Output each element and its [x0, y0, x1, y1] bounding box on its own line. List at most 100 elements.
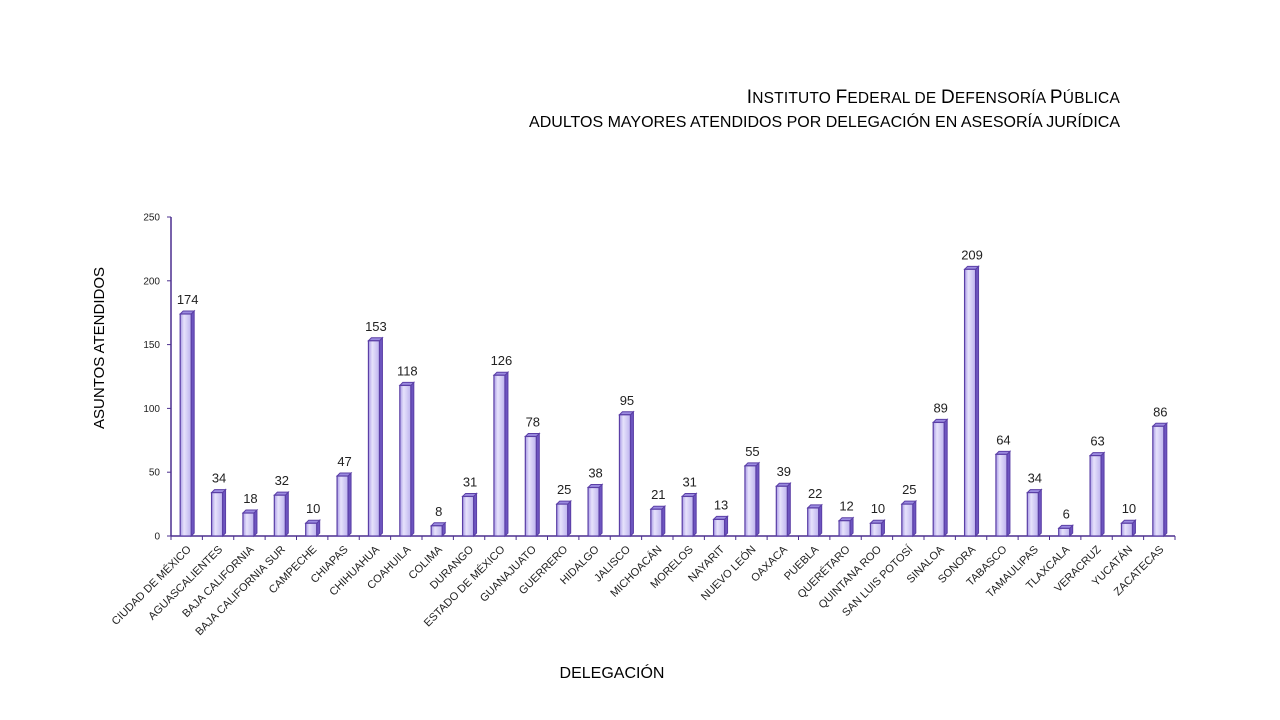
- bar-front: [273, 494, 286, 537]
- bar-front: [179, 313, 192, 537]
- bar-value-label: 95: [620, 393, 634, 408]
- bar: [649, 504, 667, 538]
- bar: [806, 503, 823, 538]
- bar-value-label: 25: [557, 482, 571, 497]
- chart-titles: INSTITUTO FEDERAL DE DEFENSORÍA PÚBLICA …: [529, 86, 1120, 135]
- x-axis-label: DELEGACIÓN: [560, 663, 665, 682]
- bar: [429, 521, 447, 538]
- bar-value-label: 32: [275, 473, 289, 488]
- y-tick-label: 250: [143, 213, 160, 224]
- bar: [1151, 422, 1169, 538]
- bar-value-label: 126: [491, 353, 513, 368]
- bar: [241, 508, 259, 538]
- bar-value-label: 34: [212, 471, 226, 486]
- y-tick-label: 0: [154, 532, 160, 543]
- title-cap-2: F: [835, 87, 848, 108]
- bar-value-label: 22: [808, 486, 822, 501]
- bar-value-label: 153: [365, 319, 387, 334]
- bar: [304, 519, 321, 538]
- bar-value-label: 12: [839, 499, 853, 514]
- bar: [398, 381, 416, 538]
- bar-value-label: 78: [526, 414, 540, 429]
- bar-front: [524, 435, 537, 537]
- bar: [837, 516, 855, 538]
- bar-front: [869, 522, 883, 537]
- bar: [492, 371, 510, 538]
- title-cap-1: I: [746, 87, 753, 108]
- bar-value-label: 63: [1090, 434, 1104, 449]
- bar-front: [681, 495, 694, 537]
- bar-value-label: 39: [777, 464, 791, 479]
- bar: [273, 490, 290, 538]
- bar-front: [367, 340, 381, 537]
- bar-value-label: 6: [1063, 506, 1070, 521]
- bar-front: [1089, 455, 1102, 537]
- bar-front: [650, 508, 663, 537]
- bar-front: [838, 520, 851, 537]
- bar-value-label: 34: [1028, 471, 1042, 486]
- chart-title: INSTITUTO FEDERAL DE DEFENSORÍA PÚBLICA: [529, 86, 1120, 111]
- title-cap-3: D: [940, 87, 955, 108]
- chart-bars: [178, 265, 1169, 538]
- bar: [367, 336, 384, 538]
- bar: [335, 471, 353, 538]
- bar: [210, 488, 227, 538]
- bar: [900, 499, 918, 538]
- bar-value-label: 25: [902, 482, 916, 497]
- title-cap-4: P: [1049, 87, 1063, 108]
- bar-front: [712, 518, 726, 537]
- bar-front: [430, 525, 443, 537]
- bar: [931, 418, 949, 538]
- y-tick-label: 50: [149, 468, 161, 479]
- bar: [1057, 524, 1074, 538]
- bar: [461, 492, 478, 538]
- bar: [775, 482, 792, 538]
- bar-front: [963, 268, 977, 537]
- bar-value-label: 47: [337, 454, 351, 469]
- bar-front: [807, 507, 820, 537]
- bar: [555, 499, 572, 538]
- title-part-1: NSTITUTO: [752, 90, 836, 107]
- bar: [1120, 519, 1137, 538]
- bar-front: [1026, 492, 1039, 537]
- bar-front: [305, 522, 318, 537]
- bar-value-label: 18: [243, 491, 257, 506]
- bar-value-label: 31: [682, 474, 696, 489]
- bar: [1026, 488, 1043, 538]
- x-tick-label: QUERÉTARO: [795, 543, 853, 601]
- bar-front: [399, 384, 412, 537]
- x-tick-label: GUANAJUATO: [478, 543, 539, 604]
- chart-value-labels: 1743418321047153118831126782538952131135…: [177, 247, 1168, 521]
- bar-front: [587, 486, 600, 537]
- bar-value-label: 118: [397, 363, 418, 378]
- bar-front: [242, 512, 255, 537]
- y-tick-label: 150: [143, 340, 160, 351]
- title-part-2: EDERAL DE: [847, 90, 941, 107]
- y-axis-label: ASUNTOS ATENDIDOS: [91, 267, 108, 429]
- bar: [743, 461, 761, 538]
- title-part-4: ÚBLICA: [1062, 90, 1120, 107]
- bar-value-label: 8: [435, 504, 442, 519]
- y-tick-label: 100: [143, 404, 160, 415]
- bar-value-label: 86: [1153, 404, 1167, 419]
- bar-front: [336, 475, 349, 537]
- bar-front: [932, 421, 945, 537]
- bar-value-label: 10: [306, 501, 320, 516]
- bar-front: [1058, 527, 1071, 537]
- bar-value-label: 31: [463, 474, 477, 489]
- bar: [178, 309, 196, 538]
- bar-front: [1152, 425, 1165, 537]
- bar: [1088, 451, 1106, 538]
- bar-value-label: 10: [871, 501, 885, 516]
- y-tick-label: 200: [143, 276, 160, 287]
- bar-value-label: 174: [177, 292, 199, 307]
- bar: [680, 492, 698, 538]
- bar: [869, 519, 886, 538]
- bar-front: [493, 374, 506, 537]
- bar: [963, 265, 980, 538]
- bar-value-label: 89: [933, 400, 947, 415]
- bar: [586, 483, 604, 538]
- bar-front: [461, 495, 475, 537]
